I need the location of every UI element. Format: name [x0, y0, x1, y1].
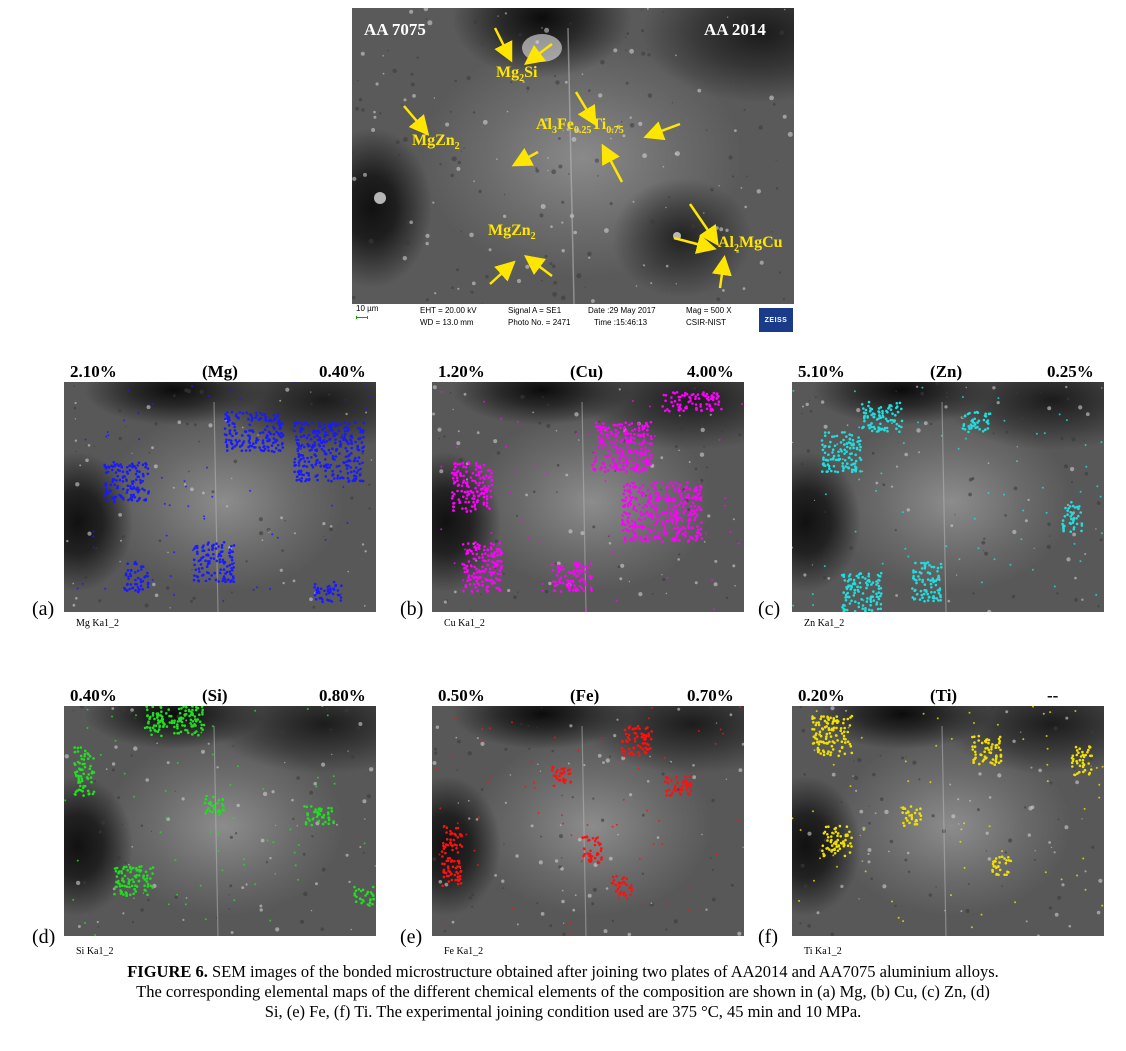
- sem-micrograph: AA 7075 AA 2014 Mg2Si MgZn2 Al3Fe0.25Ti0…: [352, 8, 794, 304]
- panel-element-label: (Zn): [930, 362, 963, 381]
- panel-sublabel: Fe Ka1_2: [444, 946, 484, 957]
- phase-label-alfeti: Al3Fe0.25Ti0.75: [536, 116, 624, 137]
- caption-line-1: SEM images of the bonded microstructure …: [207, 962, 999, 981]
- panel-sublabel: Mg Ka1_2: [76, 618, 120, 629]
- panel-letter: (d): [32, 926, 56, 948]
- caption-line-3: Si, (e) Fe, (f) Ti. The experimental joi…: [264, 1002, 862, 1021]
- element-distribution-overlay: [792, 706, 1104, 936]
- panel-left-percent: 0.20%: [798, 686, 845, 705]
- mag-value: Mag = 500 X: [686, 306, 732, 315]
- phase-label-mg2si: Mg2Si: [496, 64, 538, 85]
- element-map-image: [432, 706, 744, 936]
- figure-label: FIGURE 6.: [127, 962, 208, 981]
- element-distribution-overlay: [432, 706, 744, 936]
- panel-left-percent: 1.20%: [438, 362, 485, 381]
- alloy-label-right: AA 2014: [704, 20, 766, 39]
- scale-label: 10 µm: [356, 304, 379, 313]
- panel-sublabel: Si Ka1_2: [76, 946, 114, 957]
- panel-right-percent: 0.70%: [687, 686, 734, 705]
- panel-letter: (c): [758, 598, 781, 620]
- phase-arrows: [403, 27, 732, 289]
- element-distribution-overlay: [432, 382, 744, 612]
- panel-sublabel: Zn Ka1_2: [804, 618, 845, 629]
- panel-left-percent: 5.10%: [798, 362, 845, 381]
- panel-right-percent: 0.40%: [319, 362, 366, 381]
- eht-value: EHT = 20.00 kV: [420, 306, 477, 315]
- element-distribution-overlay: [66, 382, 373, 612]
- phase-label-mgzn2-left: MgZn2: [412, 132, 460, 153]
- panel-right-percent: 0.80%: [319, 686, 366, 705]
- panel-sublabel: Ti Ka1_2: [804, 946, 842, 957]
- wd-value: WD = 13.0 mm: [420, 318, 474, 327]
- element-map-image: [64, 706, 376, 936]
- figure-caption: FIGURE 6. SEM images of the bonded micro…: [8, 962, 1118, 1022]
- panel-right-percent: 0.25%: [1047, 362, 1094, 381]
- panel-letter: (f): [758, 926, 778, 948]
- phase-label-al2mgcu: Al2MgCu: [718, 234, 783, 255]
- date-value: Date :29 May 2017: [588, 306, 656, 315]
- scale-bar: [356, 316, 368, 319]
- panel-element-label: (Cu): [570, 362, 604, 381]
- panel-left-percent: 2.10%: [70, 362, 117, 381]
- lab-name: CSIR-NIST: [686, 318, 726, 327]
- panel-letter: (a): [32, 598, 55, 620]
- panel-left-percent: 0.40%: [70, 686, 117, 705]
- element-distribution-overlay: [792, 382, 1103, 612]
- panel-letter: (e): [400, 926, 423, 948]
- element-map-image: [64, 382, 376, 612]
- sem-databar: 10 µm EHT = 20.00 kV WD = 13.0 mm Signal…: [352, 304, 794, 336]
- element-map-image: [792, 706, 1104, 936]
- phase-label-mgzn2-bottom: MgZn2: [488, 222, 536, 243]
- panel-element-label: (Ti): [930, 686, 958, 705]
- time-value: Time :15:46:13: [594, 318, 648, 327]
- zeiss-logo: ZEISS: [759, 308, 793, 332]
- panel-element-label: (Si): [202, 686, 228, 705]
- element-distribution-overlay: [64, 706, 376, 936]
- panel-right-percent: 4.00%: [687, 362, 734, 381]
- panel-right-percent: --: [1047, 686, 1059, 705]
- panel-left-percent: 0.50%: [438, 686, 485, 705]
- element-map-image: [792, 382, 1104, 612]
- caption-line-2: The corresponding elemental maps of the …: [136, 982, 990, 1001]
- panel-letter: (b): [400, 598, 424, 620]
- photo-number: Photo No. = 2471: [508, 318, 571, 327]
- panel-sublabel: Cu Ka1_2: [444, 618, 485, 629]
- panel-element-label: (Mg): [202, 362, 238, 381]
- signal-value: Signal A = SE1: [508, 306, 562, 315]
- element-map-image: [432, 382, 744, 612]
- alloy-label-left: AA 7075: [364, 20, 426, 39]
- panel-element-label: (Fe): [570, 686, 600, 705]
